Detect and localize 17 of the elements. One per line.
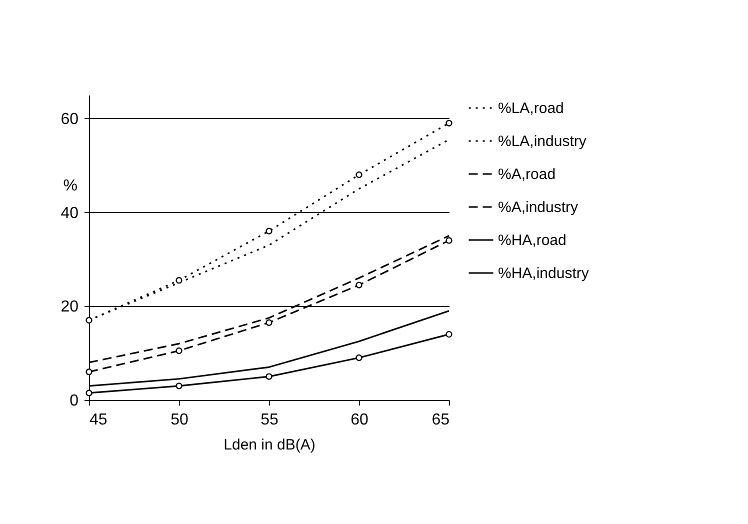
x-tick-label: 65 bbox=[432, 412, 450, 428]
legend-label: %A,road bbox=[498, 166, 556, 183]
legend-label: %HA,industry bbox=[498, 265, 590, 282]
x-axis-title: Lden in dB(A) bbox=[224, 436, 316, 454]
legend-label: %HA,road bbox=[498, 232, 566, 249]
x-tick-label: 45 bbox=[90, 412, 108, 428]
y-tick-label: 20 bbox=[60, 298, 79, 316]
legend-label: %LA,road bbox=[498, 100, 564, 117]
legend-label: %A,industry bbox=[498, 199, 579, 216]
legend-label: %LA,industry bbox=[498, 133, 587, 150]
y-tick-label: 40 bbox=[60, 204, 79, 222]
x-tick-label: 60 bbox=[350, 412, 368, 428]
y-tick-label: 60 bbox=[60, 110, 79, 128]
x-tick-label: 50 bbox=[170, 412, 188, 428]
y-axis-title: % bbox=[63, 178, 78, 194]
x-tick-label: 55 bbox=[260, 412, 278, 428]
y-tick-label: 0 bbox=[70, 392, 79, 410]
